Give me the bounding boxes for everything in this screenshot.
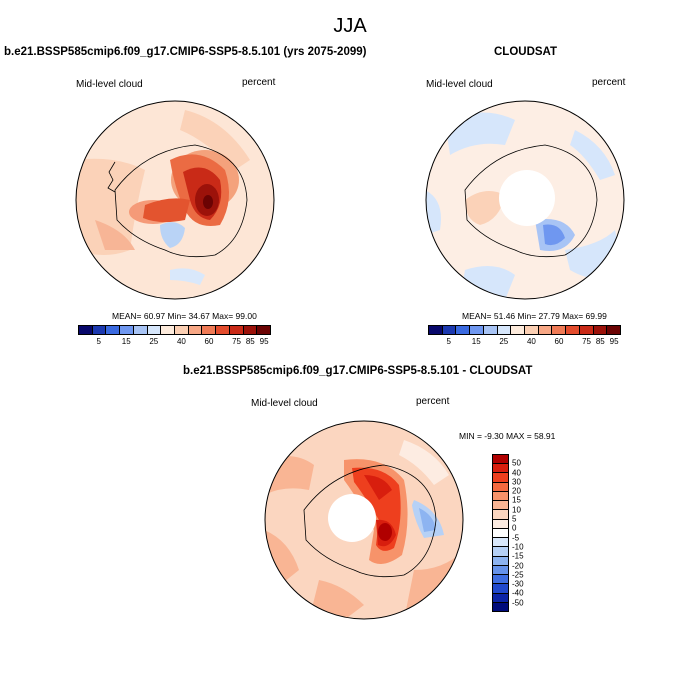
colorbar-swatch xyxy=(92,326,107,334)
colorbar-swatch xyxy=(493,538,508,548)
colorbar-swatch xyxy=(456,326,471,334)
panel-2-colorbar xyxy=(428,325,621,335)
colorbar-swatch xyxy=(188,326,203,334)
panel-2-map xyxy=(425,100,625,300)
panel-3-map xyxy=(264,420,464,620)
colorbar-tick-label: -30 xyxy=(512,579,524,589)
colorbar-swatch xyxy=(120,326,134,334)
colorbar-tick-label: 75 xyxy=(582,337,591,346)
colorbar-tick-label: 5 xyxy=(512,514,517,524)
panel-1-map xyxy=(75,100,275,300)
panel-3-colorbar xyxy=(492,454,509,612)
colorbar-tick-label: -50 xyxy=(512,598,524,608)
colorbar-tick-label: 95 xyxy=(609,337,619,346)
colorbar-swatch xyxy=(493,565,508,576)
colorbar-swatch xyxy=(229,326,244,334)
colorbar-swatch xyxy=(607,326,621,334)
colorbar-tick-label: -25 xyxy=(512,570,524,580)
colorbar-swatch xyxy=(493,575,508,585)
colorbar-swatch xyxy=(493,455,508,465)
colorbar-tick-label: 15 xyxy=(471,337,481,346)
panel-1-colorbar-labels: 5 15 25 40 60 75 85 95 xyxy=(78,337,271,349)
colorbar-swatch xyxy=(216,326,230,334)
colorbar-tick-label: 10 xyxy=(512,505,521,515)
colorbar-swatch xyxy=(493,491,508,502)
colorbar-swatch xyxy=(493,547,508,557)
panel-3-colorbar-labels: 50 40 30 20 15 10 5 0 -5 -10 -15 -20 -25 -30 -40 -50 xyxy=(512,454,552,612)
colorbar-tick-label: 5 xyxy=(446,337,451,346)
colorbar-swatch xyxy=(442,326,457,334)
colorbar-swatch xyxy=(493,482,508,492)
panel-1-title: b.e21.BSSP585cmip6.f09_g17.CMIP6-SSP5-8.… xyxy=(4,46,367,58)
panel-3-units-label: percent xyxy=(416,396,450,407)
colorbar-swatch xyxy=(493,584,508,594)
colorbar-swatch xyxy=(493,519,508,529)
colorbar-swatch xyxy=(147,326,162,334)
panel-3-variable-label: Mid-level cloud xyxy=(251,398,318,409)
colorbar-swatch xyxy=(493,528,508,539)
colorbar-swatch xyxy=(483,326,498,334)
colorbar-tick-label: -20 xyxy=(512,561,524,571)
panel-2-units-label: percent xyxy=(592,77,626,88)
colorbar-tick-label: 60 xyxy=(204,337,214,346)
colorbar-tick-label: -40 xyxy=(512,588,524,598)
panel-1-colorbar xyxy=(78,325,271,335)
colorbar-tick-label: -15 xyxy=(512,551,524,561)
colorbar-tick-label: 5 xyxy=(96,337,101,346)
page-title: JJA xyxy=(333,15,367,37)
colorbar-swatch xyxy=(511,326,526,334)
colorbar-swatch xyxy=(133,326,148,334)
colorbar-swatch xyxy=(552,326,567,334)
colorbar-tick-label: 0 xyxy=(512,523,517,533)
panel-3-title: b.e21.BSSP585cmip6.f09_g17.CMIP6-SSP5-8.… xyxy=(183,365,533,377)
colorbar-swatch xyxy=(161,326,176,334)
colorbar-swatch xyxy=(497,326,512,334)
colorbar-swatch xyxy=(493,501,508,511)
panel-1-variable-label: Mid-level cloud xyxy=(76,79,143,90)
colorbar-swatch xyxy=(106,326,121,334)
colorbar-tick-label: 60 xyxy=(554,337,564,346)
colorbar-swatch xyxy=(579,326,594,334)
panel-2-colorbar-labels: 5 15 25 40 60 75 85 95 xyxy=(428,337,621,349)
panel-2-variable-label: Mid-level cloud xyxy=(426,79,493,90)
colorbar-tick-label: 40 xyxy=(176,337,186,346)
colorbar-tick-label: -10 xyxy=(512,542,524,552)
colorbar-tick-label: 30 xyxy=(512,477,521,487)
colorbar-tick-label: 40 xyxy=(526,337,536,346)
colorbar-swatch xyxy=(175,326,189,334)
colorbar-swatch xyxy=(493,593,508,603)
colorbar-tick-label: 50 xyxy=(512,458,521,468)
colorbar-swatch xyxy=(593,326,608,334)
colorbar-swatch xyxy=(566,326,580,334)
colorbar-swatch xyxy=(525,326,539,334)
colorbar-tick-label: 95 xyxy=(259,337,269,346)
colorbar-tick-label: 75 xyxy=(232,337,241,346)
colorbar-tick-label: -5 xyxy=(512,533,520,543)
colorbar-swatch xyxy=(243,326,258,334)
panel-1-stats: MEAN= 60.97 Min= 34.67 Max= 99.00 xyxy=(112,311,257,321)
colorbar-swatch xyxy=(493,556,508,566)
panel-1-units-label: percent xyxy=(242,77,276,88)
colorbar-swatch xyxy=(202,326,217,334)
colorbar-swatch xyxy=(493,473,508,483)
colorbar-swatch xyxy=(493,510,508,520)
colorbar-swatch xyxy=(493,464,508,474)
colorbar-swatch xyxy=(429,326,443,334)
panel-2-title: CLOUDSAT xyxy=(494,46,558,58)
colorbar-tick-label: 15 xyxy=(121,337,131,346)
colorbar-tick-label: 25 xyxy=(499,337,509,346)
colorbar-tick-label: 15 xyxy=(512,495,521,505)
colorbar-swatch xyxy=(493,602,508,611)
colorbar-swatch xyxy=(257,326,271,334)
colorbar-tick-label: 25 xyxy=(149,337,159,346)
colorbar-swatch xyxy=(470,326,484,334)
colorbar-swatch xyxy=(79,326,93,334)
colorbar-tick-label: 85 xyxy=(595,337,605,346)
panel-2-stats: MEAN= 51.46 Min= 27.79 Max= 69.99 xyxy=(462,311,607,321)
colorbar-tick-label: 40 xyxy=(512,468,521,478)
colorbar-swatch xyxy=(538,326,553,334)
colorbar-tick-label: 20 xyxy=(512,486,521,496)
colorbar-tick-label: 85 xyxy=(245,337,255,346)
panel-3-stats: MIN = -9.30 MAX = 58.91 xyxy=(459,431,556,441)
